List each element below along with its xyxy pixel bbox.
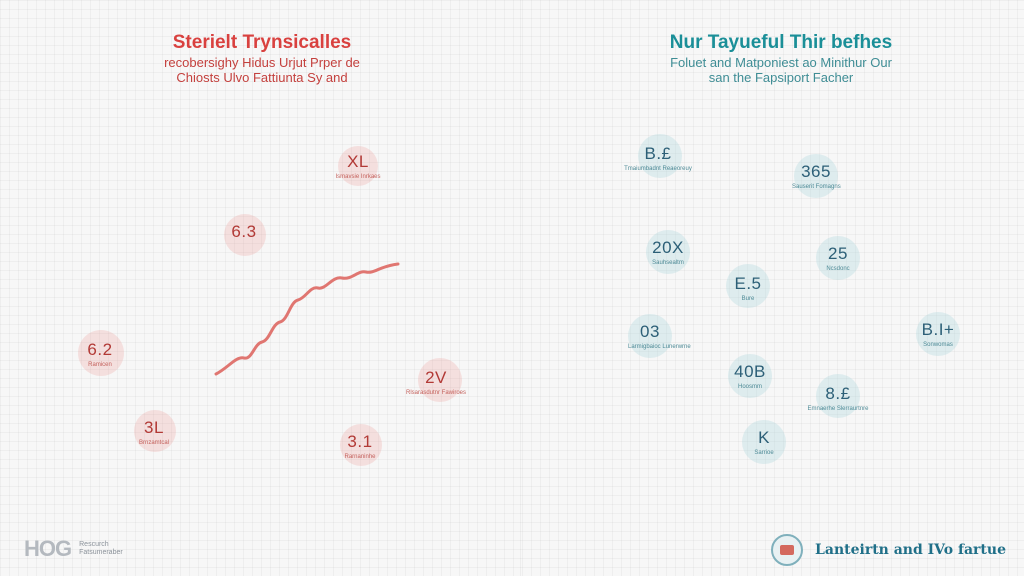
right-stat-5: E.5 Bure — [726, 264, 770, 308]
stat-caption: Sonwomas — [923, 342, 953, 348]
stat-caption: Ncsdonc — [826, 266, 850, 272]
stat-caption: Rarnaninhe — [344, 454, 376, 460]
right-stat-7: B.I+ Sonwomas — [914, 312, 962, 356]
stat-caption: Sauhsealtm — [652, 260, 684, 266]
right-stat-6: 03 Larmigbaioc Lunerwrne — [628, 314, 691, 358]
stat-caption: Ramicen — [88, 362, 112, 368]
stat-value: B.£ — [644, 144, 672, 163]
stat-value: 25 — [828, 244, 848, 263]
brand-subtext: Rescurch Fatsumeraber — [79, 541, 123, 557]
stat-value: 3.1 — [347, 432, 373, 451]
stat-caption: Sarrioe — [754, 450, 774, 456]
right-subtitle-line-1: Foluet and Matponiest ao Minithur Our — [670, 55, 892, 70]
left-stat-2: 6.3 — [222, 214, 266, 256]
right-stat-3: 20X Sauhsealtm — [644, 230, 692, 274]
right-panel: Nur Tayueful Thir befhes Foluet and Matp… — [520, 0, 1024, 576]
stat-caption: Bure — [741, 296, 755, 302]
stat-value: 40B — [734, 362, 766, 381]
stat-value: 2V — [425, 368, 447, 387]
stat-caption: Hoosmm — [737, 384, 762, 390]
stat-caption: Emnaerhe Slerraurtnre — [807, 406, 869, 412]
right-stat-2: 365 Sauserit Fomagns — [792, 154, 841, 198]
stat-value: 6.2 — [87, 340, 113, 359]
left-stat-4: 2V Rlsarasdutnr Fawiroes — [406, 358, 467, 402]
right-stat-4: 25 Ncsdonc — [816, 236, 860, 280]
right-subtitle: Foluet and Matponiest ao Minithur Our sa… — [520, 55, 1024, 85]
brand-name: Lanteirtn and IVo fartue — [815, 542, 1006, 558]
stat-blob — [134, 410, 176, 452]
stat-value: 8.£ — [825, 384, 851, 403]
stat-caption: Rlsarasdutnr Fawiroes — [406, 390, 467, 396]
stat-blob — [816, 236, 860, 280]
stat-value: XL — [347, 152, 369, 171]
left-stat-6: 3.1 Rarnaninhe — [338, 424, 382, 466]
stat-caption: Brnzamtcal — [138, 440, 169, 446]
ship-emblem-icon — [771, 534, 804, 566]
stat-caption: Sauserit Fomagns — [792, 184, 841, 190]
stat-value: E.5 — [734, 274, 762, 293]
brand-mark: HOG — [24, 536, 72, 561]
right-subtitle-line-2: san the Fapsiport Facher — [708, 70, 854, 85]
stat-blob — [726, 264, 770, 308]
stat-caption: Tmaiumbadnt Reaeoreuy — [624, 166, 692, 172]
left-subtitle: recobersighy Hidus Urjut Prper de Chiost… — [0, 55, 524, 85]
right-brand: Lanteirtn and IVo fartue — [771, 534, 1006, 566]
trend-line — [214, 262, 400, 376]
stat-blob — [628, 314, 672, 358]
stat-blob — [418, 358, 462, 402]
right-stat-9: 8.£ Emnaerhe Slerraurtnre — [806, 374, 870, 418]
left-subtitle-line-1: recobersighy Hidus Urjut Prper de — [164, 55, 360, 70]
stat-value: 365 — [801, 162, 831, 181]
panel-divider — [520, 0, 521, 576]
stat-caption: Ismavsie Inrkaes — [335, 174, 381, 180]
right-stat-8: 40B Hoosmm — [726, 354, 774, 398]
stat-value: 6.3 — [231, 222, 257, 241]
stat-blob — [338, 146, 378, 186]
stat-blob — [728, 354, 772, 398]
right-stat-1: B.£ Tmaiumbadnt Reaeoreuy — [624, 134, 692, 178]
stat-blob — [646, 230, 690, 274]
right-stat-10: K Sarrioe — [742, 420, 786, 464]
stat-caption: Larmigbaioc Lunerwrne — [628, 344, 691, 350]
left-brand: HOG Rescurch Fatsumeraber — [24, 536, 123, 562]
stat-blob — [816, 374, 860, 418]
stat-value: B.I+ — [921, 320, 955, 339]
stat-blob — [916, 312, 960, 356]
stat-value: 20X — [652, 238, 684, 257]
stat-value: K — [758, 428, 770, 447]
stat-blob — [742, 420, 786, 464]
stat-blob — [638, 134, 682, 178]
right-title: Nur Tayueful Thir befhes — [669, 32, 893, 53]
left-subtitle-line-2: Chiosts Ulvo Fattiunta Sy and — [176, 70, 348, 85]
left-stat-5: 3L Brnzamtcal — [132, 410, 176, 452]
brand-subtext-line-2: Fatsumeraber — [79, 549, 123, 556]
stat-blob — [340, 424, 382, 466]
stat-blob — [224, 214, 266, 256]
left-stat-1: XL Ismavsie Inrkaes — [330, 146, 386, 186]
left-stat-3: 6.2 Ramicen — [78, 330, 124, 376]
left-panel: Sterielt Trynsicalles recobersighy Hidus… — [24, 32, 467, 562]
brand-subtext-line-1: Rescurch — [79, 541, 109, 548]
stat-value: 03 — [640, 322, 660, 341]
left-title: Sterielt Trynsicalles — [172, 32, 352, 53]
stat-blob — [78, 330, 124, 376]
stat-blob — [794, 154, 838, 198]
stat-value: 3L — [144, 418, 164, 437]
